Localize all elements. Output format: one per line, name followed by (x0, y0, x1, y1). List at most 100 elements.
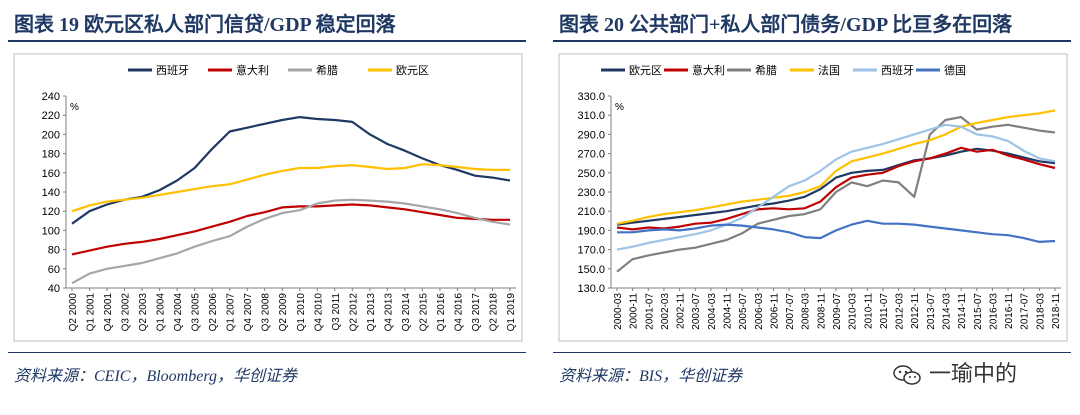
x-tick-label: 2017-07 (1020, 293, 1031, 330)
y-unit-label: % (615, 102, 624, 113)
x-tick-label: 2008-11 (816, 293, 827, 329)
y-tick-label: 220 (42, 110, 60, 122)
series-line (616, 115, 1056, 273)
x-tick-label: Q3 2002 (121, 293, 132, 332)
series-line (616, 147, 1056, 226)
y-tick-label: 40 (48, 283, 60, 295)
x-tick-label: Q2 2009 (278, 293, 289, 332)
y-tick-label: 180 (42, 149, 60, 161)
x-tick-label: 2006-11 (769, 293, 780, 329)
x-tick-label: 2009-07 (832, 293, 843, 330)
x-tick-label: Q2 2015 (418, 293, 429, 332)
series-line (616, 146, 1056, 231)
source-note: 资料来源：CEIC，Bloomberg，华创证券 (14, 368, 297, 385)
source-rule (8, 352, 526, 353)
y-tick-label: 200 (42, 129, 60, 141)
x-tick-label: Q2 2018 (488, 293, 499, 332)
figure-title: 图表 20 公共部门+私人部门债务/GDP 比亘多在回落 (559, 14, 1013, 36)
series-line (616, 123, 1056, 251)
x-tick-label: Q3 2014 (401, 293, 412, 332)
x-tick-label: Q3 2017 (471, 293, 482, 332)
legend-label: 欧元区 (396, 64, 429, 77)
x-tick-label: Q4 2010 (313, 293, 324, 332)
chart-frame (13, 53, 523, 342)
x-tick-label: 2013-07 (926, 293, 937, 330)
y-tick-label: 250.0 (577, 168, 605, 180)
x-tick-label: 2005-07 (738, 293, 749, 330)
y-tick-label: 310.0 (577, 110, 605, 122)
y-tick-label: 190.0 (577, 225, 605, 237)
y-tick-label: 120 (42, 206, 60, 218)
x-tick-label: 2000-03 (613, 293, 624, 330)
x-tick-label: 2016-03 (988, 293, 999, 330)
x-tick-label: Q3 2005 (191, 293, 202, 332)
x-tick-label: 2014-03 (942, 293, 953, 330)
legend-label: 德国 (944, 63, 966, 77)
wechat-icon (893, 365, 921, 385)
x-tick-label: Q4 2016 (453, 293, 464, 332)
x-tick-label: 2014-11 (957, 293, 968, 329)
x-tick-label: 2016-11 (1004, 293, 1015, 329)
x-tick-label: Q4 2013 (383, 293, 394, 332)
source-note: 资料来源：BIS，华创证券 (559, 368, 743, 385)
y-tick-label: 240 (42, 91, 60, 103)
chart-total-debt: 欧元区 意大利 希腊 法国 西班牙 德国% 130.0 150.0 170.0 190.0 210.… (558, 53, 1068, 342)
x-tick-label: 2004-11 (723, 293, 734, 329)
series-line (71, 198, 511, 285)
x-tick-label: Q4 2007 (243, 293, 254, 332)
x-tick-label: 2002-11 (676, 293, 687, 329)
chart-legend: 欧元区 意大利 希腊 法国 西班牙 德国 (601, 63, 966, 77)
series-line (616, 109, 1056, 225)
legend-label: 希腊 (755, 63, 777, 77)
x-tick-label: Q4 2004 (173, 293, 184, 332)
x-tick-label: 2003-07 (691, 293, 702, 330)
x-tick-label: Q3 2008 (261, 293, 272, 332)
legend-label: 西班牙 (881, 64, 914, 77)
x-tick-label: Q1 2004 (156, 293, 167, 332)
x-tick-label: 2010-03 (848, 293, 859, 330)
x-tick-label: Q1 2007 (226, 293, 237, 332)
x-tick-label: 2012-11 (910, 293, 921, 329)
chart-private-credit: 西班牙 意大利 希腊 欧元区% 40 60 80 100 120 140 160 180 200 220 2… (13, 53, 523, 342)
x-tick-label: 2011-07 (879, 293, 890, 329)
x-tick-label: 2018-03 (1035, 293, 1046, 330)
y-tick-label: 60 (48, 264, 60, 276)
legend-label: 希腊 (316, 63, 338, 77)
y-tick-label: 170.0 (577, 245, 605, 257)
watermark-text: 一瑜中的 (929, 362, 1018, 387)
legend-label: 意大利 (236, 63, 269, 77)
legend-label: 意大利 (692, 63, 725, 77)
source-rule (553, 352, 1071, 353)
watermark: 一瑜中的 (892, 356, 1017, 388)
x-tick-label: 2012-03 (895, 293, 906, 330)
x-tick-label: 2004-03 (707, 293, 718, 330)
y-tick-label: 210.0 (577, 206, 605, 218)
x-tick-label: Q2 2000 (68, 293, 79, 332)
y-unit-label: % (70, 102, 79, 113)
x-tick-label: 2015-07 (973, 293, 984, 330)
series-line (71, 203, 510, 256)
series-line (617, 219, 1056, 243)
y-tick-label: 150.0 (577, 264, 605, 276)
title-rule (8, 40, 526, 42)
y-tick-label: 290.0 (577, 129, 605, 141)
x-tick-label: 2008-03 (801, 293, 812, 330)
x-tick-label: 2000-11 (629, 293, 640, 329)
x-tick-label: Q2 2003 (138, 293, 149, 332)
y-tick-label: 80 (48, 245, 60, 257)
x-tick-label: Q1 2016 (436, 293, 447, 332)
x-tick-label: Q1 2010 (296, 293, 307, 332)
x-tick-label: Q2 2012 (348, 293, 359, 332)
x-tick-label: 2010-11 (863, 293, 874, 329)
chart-legend: 西班牙 意大利 希腊 欧元区 (128, 63, 429, 77)
y-tick-label: 100 (42, 225, 60, 237)
x-tick-label: 2007-07 (785, 293, 796, 330)
legend-label: 法国 (818, 63, 840, 77)
y-tick-label: 130.0 (577, 283, 605, 295)
y-tick-label: 140 (42, 187, 60, 199)
x-tick-label: Q1 2019 (506, 293, 517, 332)
chart-frame (558, 53, 1068, 342)
x-tick-label: Q4 2001 (103, 293, 114, 332)
title-rule (553, 40, 1071, 42)
y-tick-label: 160 (42, 168, 60, 180)
